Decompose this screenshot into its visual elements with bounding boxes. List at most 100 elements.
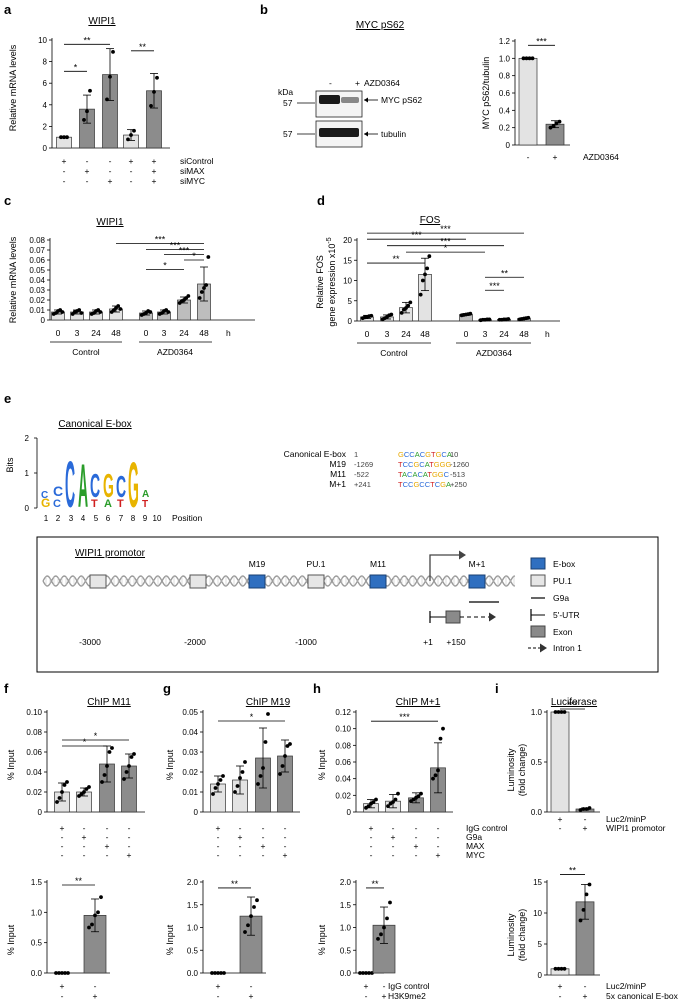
- significance-label: ***: [170, 241, 181, 251]
- panel-letter-c: c: [4, 193, 11, 208]
- site-label-m1: M+1: [469, 559, 486, 569]
- c-timepoint: 48: [111, 328, 121, 338]
- dna-strand: [42, 575, 516, 587]
- chart-f_bottom: 0.00.51.01.5 **+ -- +: [31, 876, 110, 1001]
- luc-lower-label: 5x canonical E-box: [606, 991, 679, 1001]
- logo-letter: C: [41, 490, 48, 501]
- data-point: [54, 971, 58, 975]
- data-point: [107, 750, 112, 754]
- chart-g_top: 00.010.020.030.040.05 *+ - - -- + - -- - + -- - - +: [182, 708, 300, 860]
- y-tick-label: 0.0: [340, 969, 352, 978]
- alignment-end: 10: [450, 450, 458, 459]
- legend-intron-icon: [540, 643, 547, 653]
- y-tick-label: 1.0: [187, 924, 199, 933]
- y-tick-label: 5: [348, 297, 353, 306]
- data-point: [62, 135, 66, 140]
- data-point: [65, 135, 69, 140]
- ebox-site-m1: [468, 574, 486, 589]
- data-point: [90, 922, 94, 927]
- significance-label: ***: [567, 700, 578, 710]
- condition-a-sign: +: [152, 156, 157, 166]
- data-point: [530, 56, 535, 61]
- chip-sign: -: [415, 850, 418, 860]
- d-timepoint: 0: [464, 329, 469, 339]
- chip-sign: -: [437, 832, 440, 842]
- blot-band-myc-treated: [341, 97, 359, 103]
- y-tick-label: 15: [343, 256, 352, 265]
- data-point: [60, 310, 65, 314]
- chip-sign: -: [83, 850, 86, 860]
- data-point: [108, 74, 112, 79]
- chip-sign: -: [128, 823, 131, 833]
- data-point: [386, 804, 390, 809]
- chip-sign: +: [261, 841, 266, 851]
- data-point: [521, 56, 526, 61]
- logo-xlabel: Position: [172, 513, 203, 523]
- data-point: [100, 780, 104, 784]
- data-point: [562, 710, 567, 714]
- logo-letter: G: [41, 496, 50, 510]
- data-point: [364, 971, 368, 975]
- tss-arrow-icon: [459, 550, 466, 560]
- y-tick-label: 8: [43, 58, 48, 67]
- data-point: [110, 746, 114, 750]
- data-point: [548, 125, 553, 130]
- data-point: [126, 137, 130, 142]
- luc-sign: +: [558, 814, 563, 824]
- data-point: [105, 764, 109, 768]
- significance-label: *: [192, 251, 196, 261]
- panel-c-title: WIPI1: [96, 217, 124, 228]
- data-point: [441, 726, 445, 731]
- panel-i-title: Luciferase: [551, 697, 598, 708]
- d-timepoint: 0: [365, 329, 370, 339]
- luc-lower-sign: +: [558, 981, 563, 991]
- significance-label: **: [392, 254, 400, 264]
- data-point: [256, 782, 260, 786]
- logo-xtick: 8: [131, 514, 136, 523]
- data-point: [82, 118, 86, 122]
- chip-lower-sign: -: [217, 991, 220, 1001]
- logo-letter: T: [117, 498, 124, 510]
- logo-letter: T: [142, 499, 148, 510]
- chip-sign: -: [415, 823, 418, 833]
- y-tick-label: 10: [343, 277, 352, 286]
- chip-sign: +: [391, 832, 396, 842]
- y-tick-label: 0.08: [29, 236, 45, 245]
- condition-a-sign: -: [86, 176, 89, 186]
- y-tick-label: 4: [43, 101, 48, 110]
- logo-letter: A: [142, 489, 149, 500]
- blot-arrow-icon: [364, 97, 368, 103]
- luc-lower-sign: -: [559, 991, 562, 1001]
- data-point: [202, 286, 206, 290]
- data-point: [425, 266, 430, 271]
- coord: -2000: [184, 637, 206, 647]
- alignment-end: -513: [450, 470, 465, 479]
- data-point: [416, 794, 421, 799]
- panel-a-title: WIPI1: [88, 16, 116, 27]
- chip-sign: -: [217, 841, 220, 851]
- data-point: [526, 315, 531, 320]
- data-point: [581, 908, 586, 912]
- y-tick-label: 1.0: [531, 708, 543, 717]
- data-point: [258, 774, 263, 778]
- data-point: [288, 742, 292, 746]
- y-tick-label: 1.0: [31, 908, 43, 917]
- coord: -3000: [79, 637, 101, 647]
- logo-letter: C: [90, 468, 100, 505]
- legend-utr: 5'-UTR: [553, 610, 580, 620]
- panel-letter-e: e: [4, 391, 11, 406]
- y-tick-label: 0.05: [182, 708, 198, 717]
- data-point: [423, 272, 427, 277]
- data-point: [433, 773, 438, 778]
- alignment-seq: GCCACGTGCA: [398, 450, 452, 459]
- data-point: [578, 918, 583, 923]
- chip-sign: -: [415, 832, 418, 842]
- data-point: [166, 310, 171, 314]
- chip-sign: +: [60, 823, 65, 833]
- y-tick-label: 2.0: [340, 878, 352, 887]
- y-tick-label: 1.5: [31, 878, 43, 887]
- logo-ytick-2: 2: [25, 434, 30, 443]
- chip-sign: +: [283, 850, 288, 860]
- panel-d-ylabel-1: Relative FOS: [315, 255, 325, 309]
- coord: +1: [423, 637, 433, 647]
